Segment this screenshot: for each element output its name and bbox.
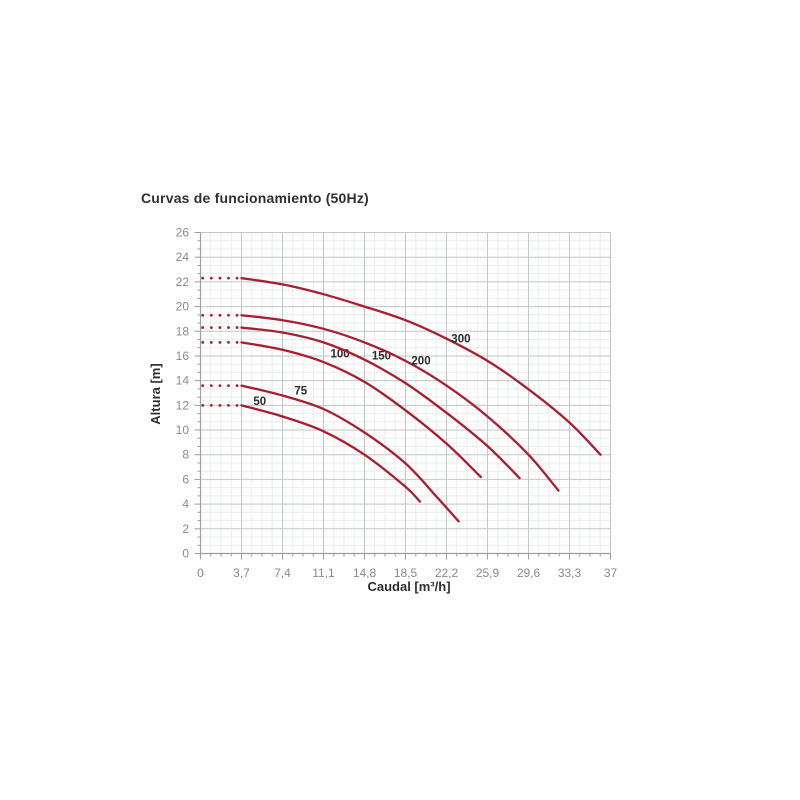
curve-label-150: 150 bbox=[372, 350, 391, 362]
x-tick-label: 18,5 bbox=[394, 566, 418, 580]
y-axis-title: Altura [m] bbox=[148, 363, 163, 424]
curve-label-75: 75 bbox=[294, 386, 307, 398]
curve-150-dotted-point bbox=[218, 326, 222, 329]
curve-200-dotted-point bbox=[227, 313, 230, 317]
curve-200-dotted-point bbox=[201, 313, 205, 317]
curve-75-dotted-point bbox=[227, 384, 230, 387]
x-tick-label: 14,8 bbox=[353, 566, 377, 580]
curve-50-dotted-point bbox=[227, 403, 230, 407]
curve-label-200: 200 bbox=[411, 355, 430, 367]
curve-75-dotted-point bbox=[235, 384, 239, 387]
x-tick-label: 33,3 bbox=[558, 566, 582, 580]
curve-100-dotted-point bbox=[209, 340, 213, 344]
y-tick-label: 0 bbox=[182, 547, 189, 561]
curve-75 bbox=[240, 384, 460, 523]
y-tick-label: 26 bbox=[176, 225, 190, 239]
curve-300-dotted-point bbox=[209, 276, 213, 280]
curve-50-dotted-point bbox=[209, 403, 213, 407]
x-tick-label: 22,2 bbox=[435, 566, 459, 580]
y-tick-label: 12 bbox=[176, 398, 190, 412]
y-tick-label: 2 bbox=[182, 522, 189, 536]
y-tick-label: 4 bbox=[182, 497, 189, 511]
x-tick-label: 3,7 bbox=[233, 566, 250, 580]
curve-50-dotted-point bbox=[201, 403, 205, 407]
curve-200-dotted-point bbox=[235, 313, 239, 317]
y-tick-label: 16 bbox=[176, 349, 190, 363]
y-tick-label: 6 bbox=[182, 472, 189, 486]
curve-75-dotted-point bbox=[218, 384, 222, 387]
curve-300-dotted-point bbox=[235, 276, 239, 280]
y-tick-label: 20 bbox=[176, 300, 190, 314]
y-tick-label: 14 bbox=[176, 374, 190, 388]
x-tick-label: 0 bbox=[197, 566, 204, 580]
curve-75-dotted-point bbox=[201, 384, 205, 387]
curve-300-dotted-point bbox=[201, 276, 205, 280]
curve-300-dotted-point bbox=[218, 276, 222, 280]
y-tick-label: 18 bbox=[176, 324, 190, 338]
x-tick-label: 11,1 bbox=[312, 566, 335, 580]
y-tick-label: 8 bbox=[182, 448, 189, 462]
chart-generated-layer: 0 3,7 7,4 11,1 14,8 18,5 22,2 25,9 29,6 33,3 37024… bbox=[176, 225, 618, 580]
curve-150 bbox=[240, 326, 521, 480]
curve-50-dotted-point bbox=[218, 403, 222, 407]
curve-150-dotted-point bbox=[209, 326, 213, 329]
x-axis-title: Caudal [m³/h] bbox=[367, 579, 450, 594]
x-tick-label: 29,6 bbox=[517, 566, 541, 580]
x-tick-label: 37 bbox=[604, 566, 618, 580]
curve-100 bbox=[240, 341, 482, 479]
chart-title: Curvas de funcionamiento (50Hz) bbox=[141, 190, 369, 206]
y-tick-label: 10 bbox=[176, 423, 190, 437]
curve-label-50: 50 bbox=[253, 396, 266, 408]
curve-100-dotted-point bbox=[227, 340, 230, 344]
curve-150-dotted-point bbox=[201, 326, 205, 329]
curve-300 bbox=[240, 277, 602, 456]
curve-200 bbox=[240, 314, 560, 492]
curve-200-dotted-point bbox=[218, 313, 222, 317]
curve-150-dotted-point bbox=[235, 326, 239, 329]
curve-100-dotted-point bbox=[235, 340, 239, 344]
curve-75-dotted-point bbox=[209, 384, 213, 387]
curve-50 bbox=[240, 404, 422, 503]
curve-label-300: 300 bbox=[451, 334, 470, 346]
y-tick-label: 24 bbox=[176, 250, 190, 264]
y-tick-label: 22 bbox=[176, 275, 190, 289]
curve-200-dotted-point bbox=[209, 313, 213, 317]
curve-300-dotted-point bbox=[227, 276, 230, 280]
curve-100-dotted-point bbox=[218, 340, 222, 344]
x-tick-label: 25,9 bbox=[476, 566, 500, 580]
curve-50-dotted-point bbox=[235, 403, 239, 407]
x-tick-label: 7,4 bbox=[274, 566, 291, 580]
curve-100-dotted-point bbox=[201, 340, 205, 344]
curve-150-dotted-point bbox=[227, 326, 230, 329]
